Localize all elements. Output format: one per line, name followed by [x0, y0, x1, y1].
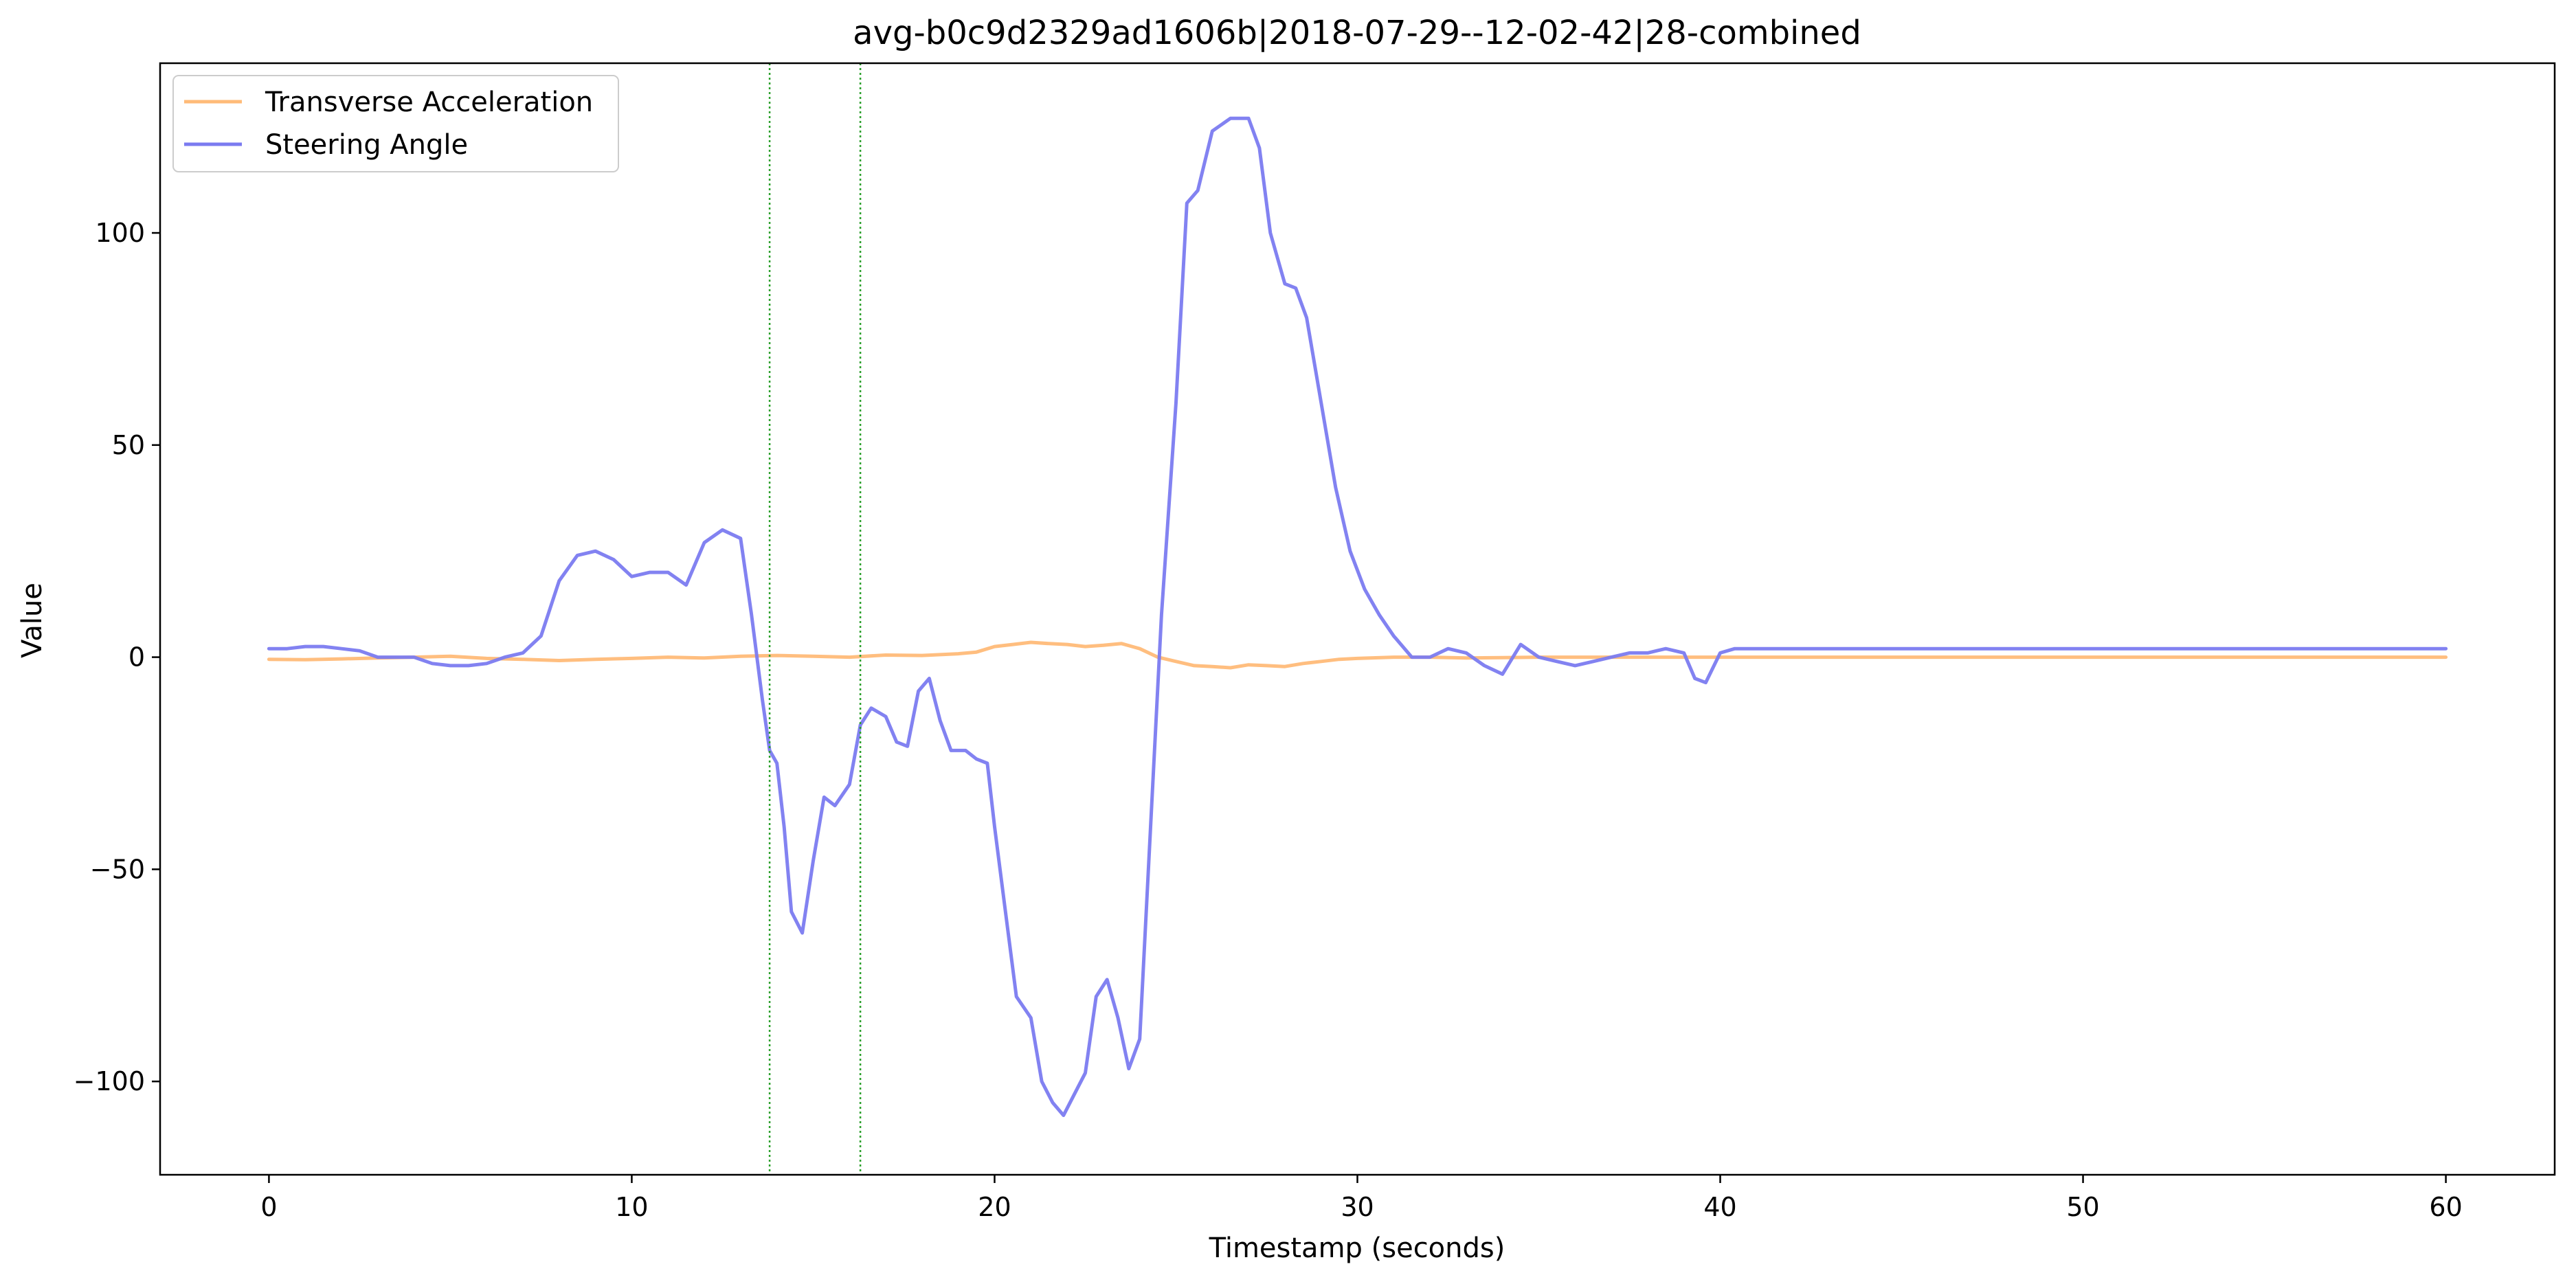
x-tick-label: 30 [1341, 1192, 1374, 1222]
chart-title: avg-b0c9d2329ad1606b|2018-07-29--12-02-4… [853, 14, 1861, 52]
legend-box [172, 75, 619, 172]
x-tick-label: 10 [615, 1192, 648, 1222]
x-tick-label: 0 [260, 1192, 277, 1222]
series-line-transverse-acceleration [267, 640, 2448, 670]
y-tick-label: 100 [95, 218, 145, 248]
y-axis-title: Value [16, 583, 48, 658]
x-tick-label: 20 [978, 1192, 1011, 1222]
y-tick-label: 0 [128, 642, 145, 673]
legend: Transverse Acceleration Steering Angle [172, 75, 619, 172]
series-line-steering-angle [267, 116, 2448, 1117]
x-tick-label: 40 [1703, 1192, 1736, 1222]
legend-label: Steering Angle [265, 129, 468, 161]
y-tick-label: −50 [90, 854, 145, 884]
x-tick-label: 60 [2429, 1192, 2462, 1222]
y-tick-label: −100 [74, 1066, 145, 1096]
plot-area: 0 10 20 30 40 50 60 −100 −50 0 50 100 [74, 62, 2556, 1222]
legend-label: Transverse Acceleration [265, 87, 593, 118]
y-tick-label: 50 [112, 430, 145, 460]
x-tick-label: 50 [2066, 1192, 2099, 1222]
x-axis-title: Timestamp (seconds) [1209, 1232, 1505, 1264]
